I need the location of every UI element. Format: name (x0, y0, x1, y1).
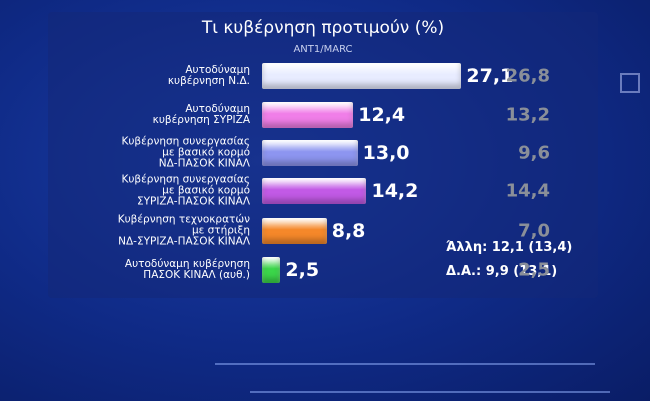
bar (262, 218, 327, 244)
decoration (250, 391, 610, 393)
category-label: Αυτοδύναμη κυβέρνηση ΣΥΡΙΖΑ (152, 103, 250, 126)
value-label: 2,5 (285, 259, 320, 281)
decoration (620, 73, 640, 93)
chart-title: Τι κυβέρνηση προτιμούν (%) (201, 18, 445, 38)
value-label: 13,0 (362, 142, 410, 164)
previous-value: 26,8 (505, 65, 550, 87)
value-label: 8,8 (331, 220, 366, 242)
previous-value: 2,5 (518, 259, 550, 281)
value-label: 14,2 (371, 180, 419, 202)
bar (262, 102, 354, 128)
decoration (215, 363, 595, 365)
bar (262, 257, 281, 283)
annotation: Άλλη: 12,1 (13,4) (446, 240, 573, 255)
category-label: Αυτοδύναμη κυβέρνηση Ν.Δ. (167, 64, 250, 87)
bar (262, 178, 367, 204)
value-label: 12,4 (358, 104, 406, 126)
bar (262, 140, 358, 166)
bar (262, 63, 462, 89)
category-label: Αυτοδύναμη κυβέρνηση ΠΑΣΟΚ ΚΙΝΑΛ (αυθ.) (124, 258, 250, 281)
previous-value: 9,6 (518, 142, 550, 164)
annotation: Δ.Α.: 9,9 (13,1) (446, 264, 558, 279)
category-label: Κυβέρνηση τεχνοκρατών με στήριξη ΝΔ-ΣΥΡΙ… (117, 213, 250, 248)
value-label: 27,1 (466, 65, 514, 87)
category-label: Κυβέρνηση συνεργασίας με βασικό κορμό ΝΔ… (121, 135, 250, 170)
previous-value: 14,4 (505, 180, 550, 202)
previous-value: 13,2 (505, 104, 550, 126)
chart-subtitle: ANT1/MARC (293, 44, 353, 55)
category-label: Κυβέρνηση συνεργασίας με βασικό κορμό ΣΥ… (121, 173, 250, 208)
previous-value: 7,0 (518, 220, 550, 242)
